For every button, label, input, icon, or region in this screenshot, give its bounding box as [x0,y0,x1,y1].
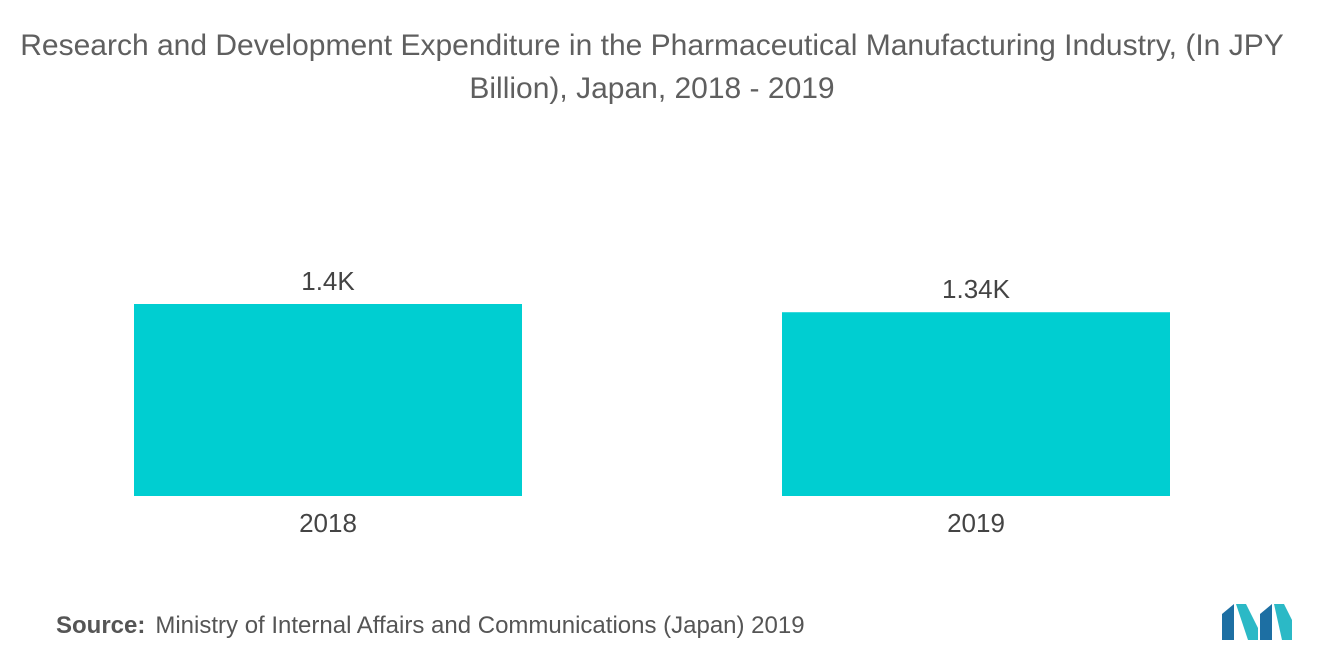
x-tick-label-2019: 2019 [947,508,1005,538]
source-label: Source: [56,612,146,639]
x-tick-label-2018: 2018 [299,508,357,538]
source-text: Ministry of Internal Affairs and Communi… [155,612,805,639]
bars-group: 1.4K 2018 1.34K 2019 [134,266,1170,538]
chart-title: Research and Development Expenditure in … [20,29,1284,105]
source-note: Source: Ministry of Internal Affairs and … [56,612,805,640]
data-label-2019: 1.34K [942,274,1011,304]
data-label-2018: 1.4K [301,266,355,296]
bar-2019 [782,312,1170,496]
bar-2018 [134,304,522,496]
mordor-intelligence-logo-icon [1222,604,1292,640]
